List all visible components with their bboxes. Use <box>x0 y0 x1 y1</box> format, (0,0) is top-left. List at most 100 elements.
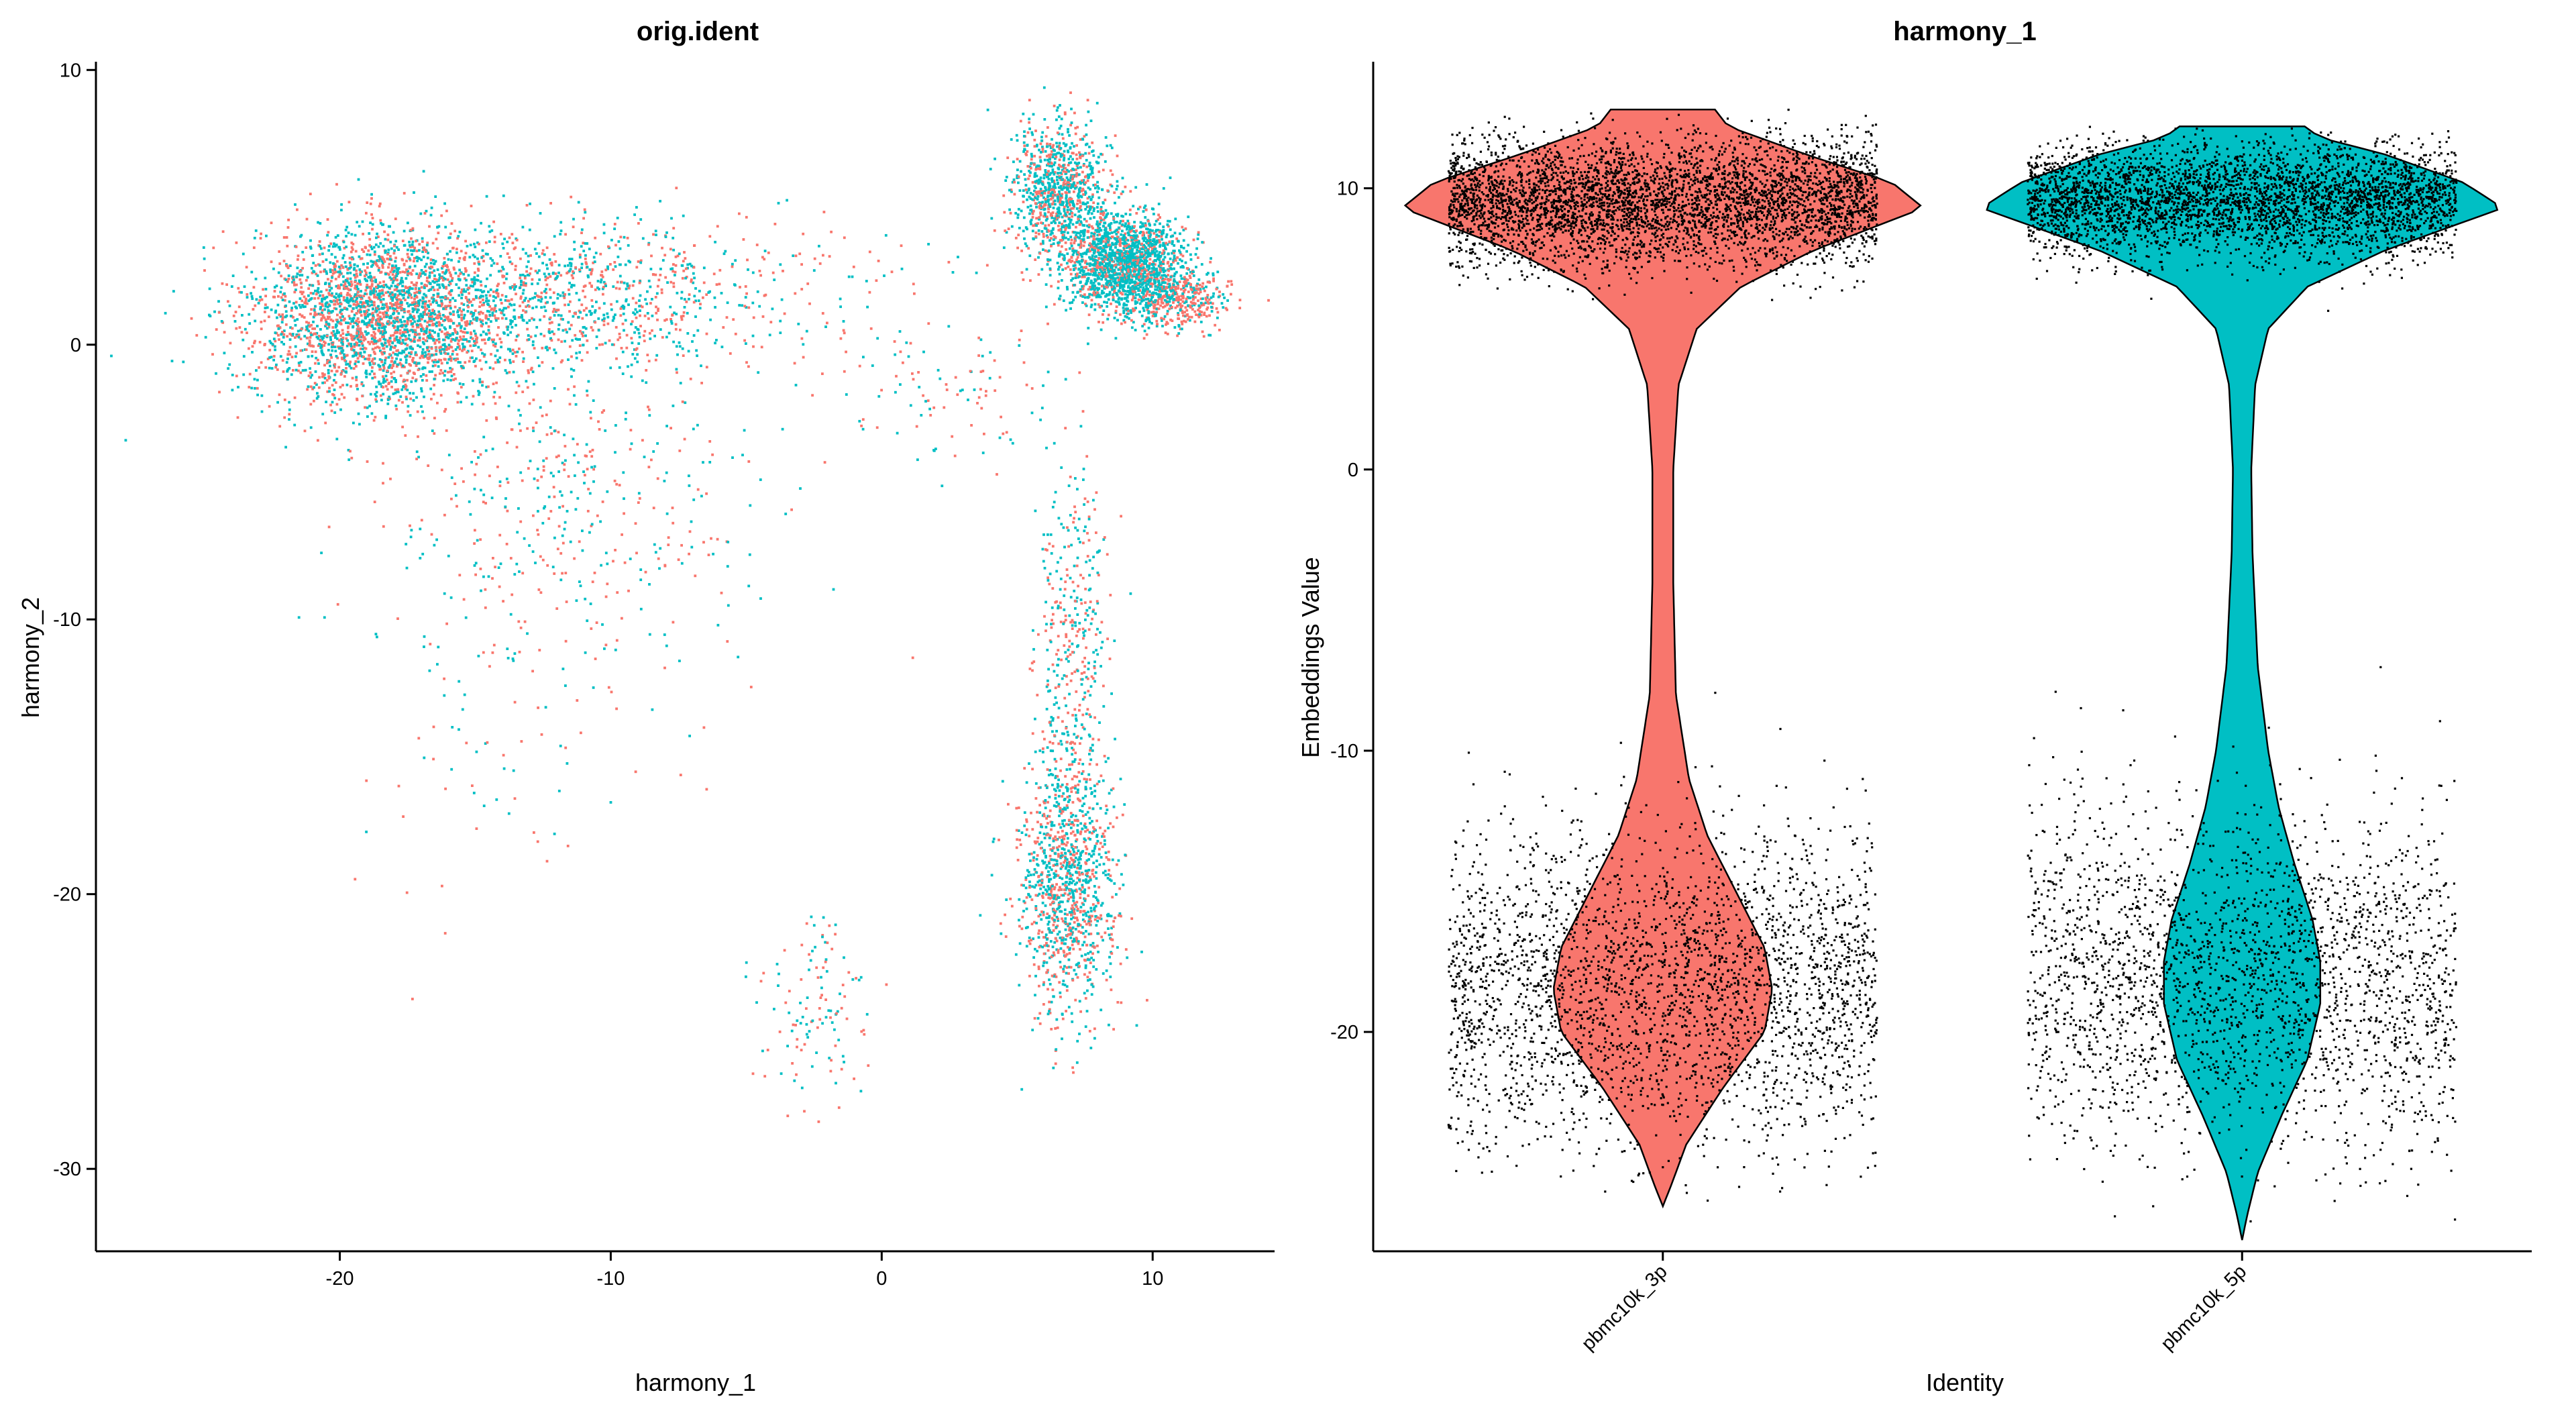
scatter-point-pbmc10k_3p <box>1063 892 1067 895</box>
scatter-point-pbmc10k_3p <box>1110 933 1113 936</box>
scatter-point-pbmc10k_5p <box>1105 969 1108 972</box>
scatter-point-pbmc10k_5p <box>1113 221 1116 224</box>
scatter-point-pbmc10k_3p <box>396 349 399 352</box>
scatter-point-pbmc10k_3p <box>1110 988 1113 992</box>
scatter-point-pbmc10k_5p <box>1084 192 1087 195</box>
scatter-point-pbmc10k_3p <box>1079 924 1082 927</box>
scatter-point-pbmc10k_5p <box>1014 953 1018 956</box>
scatter-point-pbmc10k_3p <box>452 313 455 316</box>
scatter-point-pbmc10k_3p <box>1046 988 1049 991</box>
scatter-point-pbmc10k_3p <box>364 347 368 350</box>
scatter-point-pbmc10k_5p <box>1085 560 1088 564</box>
scatter-point-pbmc10k_5p <box>501 266 504 269</box>
scatter-point-pbmc10k_3p <box>1060 263 1063 266</box>
scatter-point-pbmc10k_5p <box>582 344 584 347</box>
scatter-point-pbmc10k_3p <box>460 386 463 388</box>
scatter-point-pbmc10k_5p <box>1043 837 1046 839</box>
scatter-point-pbmc10k_3p <box>411 325 415 328</box>
scatter-point-pbmc10k_5p <box>1078 1033 1081 1035</box>
scatter-point-pbmc10k_3p <box>613 223 616 225</box>
scatter-point-pbmc10k_3p <box>1139 247 1142 250</box>
scatter-point-pbmc10k_5p <box>353 295 356 299</box>
scatter-point-pbmc10k_5p <box>1020 831 1024 834</box>
scatter-point-pbmc10k_5p <box>824 1016 828 1019</box>
scatter-point-pbmc10k_5p <box>325 301 329 304</box>
scatter-point-pbmc10k_5p <box>376 232 378 235</box>
scatter-point-pbmc10k_3p <box>667 536 670 539</box>
scatter-point-pbmc10k_5p <box>367 331 370 335</box>
scatter-point-pbmc10k_3p <box>564 572 568 574</box>
scatter-point-pbmc10k_3p <box>1077 762 1081 765</box>
scatter-point-pbmc10k_5p <box>1145 304 1148 307</box>
scatter-point-pbmc10k_5p <box>1059 900 1062 903</box>
scatter-point-pbmc10k_5p <box>1121 229 1124 233</box>
scatter-point-pbmc10k_5p <box>1096 627 1099 631</box>
scatter-point-pbmc10k_5p <box>540 297 543 301</box>
scatter-point-pbmc10k_3p <box>1137 277 1140 280</box>
scatter-point-pbmc10k_3p <box>1087 886 1091 890</box>
scatter-point-pbmc10k_3p <box>1130 917 1134 921</box>
scatter-point-pbmc10k_5p <box>451 353 454 356</box>
scatter-point-pbmc10k_3p <box>1043 737 1046 741</box>
scatter-point-pbmc10k_5p <box>1087 733 1091 737</box>
scatter-point-pbmc10k_5p <box>633 280 635 283</box>
scatter-point-pbmc10k_3p <box>396 388 400 391</box>
scatter-point-pbmc10k_5p <box>584 254 587 257</box>
scatter-point-pbmc10k_5p <box>505 477 508 480</box>
scatter-point-pbmc10k_5p <box>375 395 378 398</box>
scatter-point-pbmc10k_5p <box>462 288 466 291</box>
scatter-point-pbmc10k_3p <box>471 280 474 284</box>
scatter-point-pbmc10k_5p <box>1093 660 1096 664</box>
scatter-point-pbmc10k_5p <box>1067 958 1071 961</box>
scatter-point-pbmc10k_3p <box>506 441 508 444</box>
scatter-point-pbmc10k_3p <box>529 368 533 371</box>
scatter-point-pbmc10k_5p <box>317 286 320 290</box>
scatter-point-pbmc10k_3p <box>1157 213 1160 217</box>
scatter-point-pbmc10k_5p <box>1095 835 1098 838</box>
scatter-point-pbmc10k_3p <box>1133 290 1136 293</box>
scatter-point-pbmc10k_5p <box>1144 298 1148 301</box>
scatter-point-pbmc10k_3p <box>1212 302 1214 305</box>
scatter-point-pbmc10k_5p <box>485 195 488 198</box>
scatter-point-pbmc10k_3p <box>426 321 429 324</box>
scatter-point-pbmc10k_5p <box>1089 188 1091 191</box>
scatter-point-pbmc10k_3p <box>1046 235 1049 239</box>
scatter-point-pbmc10k_3p <box>378 281 382 284</box>
scatter-point-pbmc10k_3p <box>586 394 589 397</box>
scatter-point-pbmc10k_5p <box>585 443 588 446</box>
scatter-point-pbmc10k_3p <box>1097 886 1101 889</box>
scatter-point-pbmc10k_5p <box>1161 319 1163 322</box>
scatter-point-pbmc10k_3p <box>444 408 447 411</box>
scatter-point-pbmc10k_5p <box>360 381 364 384</box>
scatter-point-pbmc10k_5p <box>288 408 291 411</box>
scatter-point-pbmc10k_3p <box>1124 232 1127 235</box>
scatter-point-pbmc10k_3p <box>1180 295 1183 298</box>
scatter-point-pbmc10k_3p <box>1009 211 1012 215</box>
scatter-point-pbmc10k_3p <box>283 416 286 419</box>
scatter-point-pbmc10k_5p <box>1061 268 1065 271</box>
scatter-point-pbmc10k_3p <box>445 622 448 625</box>
scatter-point-pbmc10k_3p <box>1074 127 1077 129</box>
scatter-point-pbmc10k_5p <box>1046 533 1049 536</box>
scatter-point-pbmc10k_3p <box>1058 823 1061 826</box>
scatter-point-pbmc10k_3p <box>1102 240 1105 243</box>
scatter-point-pbmc10k_3p <box>1097 257 1100 260</box>
scatter-point-pbmc10k_3p <box>525 305 528 308</box>
scatter-point-pbmc10k_3p <box>1062 184 1065 187</box>
scatter-point-pbmc10k_5p <box>1088 195 1091 199</box>
scatter-point-pbmc10k_5p <box>619 274 622 278</box>
scatter-point-pbmc10k_3p <box>445 346 449 349</box>
scatter-point-pbmc10k_3p <box>470 332 473 335</box>
scatter-point-pbmc10k_3p <box>1199 313 1203 317</box>
scatter-point-pbmc10k_5p <box>1072 899 1075 902</box>
scatter-point-pbmc10k_5p <box>1150 303 1152 306</box>
scatter-point-pbmc10k_3p <box>1054 910 1057 913</box>
scatter-point-pbmc10k_5p <box>1104 242 1108 245</box>
scatter-point-pbmc10k_5p <box>1094 612 1097 615</box>
scatter-point-pbmc10k_3p <box>384 311 387 314</box>
scatter-point-pbmc10k_5p <box>456 311 459 314</box>
scatter-point-pbmc10k_5p <box>1157 235 1161 238</box>
scatter-point-pbmc10k_3p <box>755 244 759 246</box>
scatter-point-pbmc10k_5p <box>747 584 751 588</box>
scatter-point-pbmc10k_3p <box>1104 237 1108 240</box>
